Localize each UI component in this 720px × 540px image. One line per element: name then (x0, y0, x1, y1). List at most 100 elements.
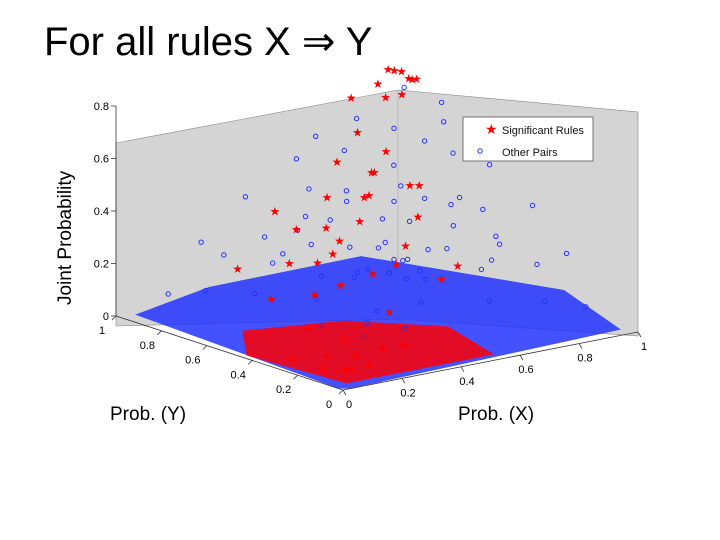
other-pair-point (444, 245, 450, 252)
significant-rule-point: ★ (284, 257, 295, 271)
y-tick-mark (157, 330, 162, 336)
z-tick-label: 0.8 (94, 101, 109, 113)
points-group: ★★★★★★★★★★★★★★★★★★★★★★★★★★★★★★★★★★★★★★★★… (165, 62, 589, 377)
significant-rule-point: ★ (352, 125, 363, 139)
other-pair-point (313, 133, 319, 140)
other-pair-point (438, 99, 445, 106)
other-pair-point (353, 115, 360, 122)
significant-rule-point: ★ (407, 72, 418, 86)
z-tick-label: 0.4 (94, 206, 109, 218)
other-pair-point (293, 156, 300, 162)
other-pair-point (386, 270, 392, 276)
other-pair-point (327, 217, 333, 223)
z-tick-label: 0.2 (94, 259, 109, 271)
other-pair-point (425, 246, 431, 253)
x-tick-label: 0 (346, 399, 352, 411)
y-tick-label: 1 (99, 325, 105, 337)
other-pair-point (391, 162, 397, 168)
x-tick-mark (342, 389, 347, 396)
legend-label-significant: Significant Rules (502, 125, 584, 137)
significant-rule-point: ★ (391, 258, 402, 272)
significant-rule-point: ★ (354, 215, 365, 229)
significant-rule-point: ★ (384, 305, 395, 319)
other-pair-point (375, 245, 382, 251)
y-axis-line (115, 315, 344, 391)
significant-rule-point: ★ (405, 179, 416, 193)
other-pair-point (441, 119, 447, 125)
x-tick-mark (519, 354, 524, 361)
significant-rule-point: ★ (377, 342, 388, 356)
significant-rule-point: ★ (389, 63, 400, 77)
other-pair-point (198, 239, 204, 245)
other-pair-point (534, 261, 540, 268)
significant-rule-point: ★ (411, 72, 422, 86)
y-tick-label: 0.4 (231, 369, 246, 381)
other-pair-point (404, 256, 411, 262)
x-tick-label: 0.6 (518, 364, 533, 376)
other-pair-point (379, 216, 386, 222)
other-pair-point (488, 257, 495, 263)
other-pair-point (374, 308, 380, 314)
x-tick-label: 0.8 (577, 353, 592, 365)
other-pair-point (347, 244, 353, 250)
other-pair-point (403, 276, 410, 282)
y-tick-mark (111, 315, 117, 321)
significant-rule-point: ★ (369, 165, 380, 179)
other-pair-point (421, 138, 428, 144)
significant-rule-point: ★ (381, 145, 392, 159)
other-pair-point (202, 287, 209, 294)
other-pair-point (418, 299, 424, 305)
other-pair-point (486, 162, 493, 168)
x-tick-label: 0.4 (459, 376, 474, 388)
y-axis-label: Prob. (Y) (110, 404, 187, 425)
other-pair-point (280, 251, 286, 257)
y-tick-mark (293, 374, 298, 380)
significant-rule-point: ★ (291, 223, 302, 237)
axes-group: 0 0.2 0.4 0.6 0.8 1 0 0.2 0.4 0.6 0.8 1 0 0.2 0.4 0.6 0.… (94, 101, 647, 411)
y-tick-label: 0.8 (140, 340, 155, 352)
significant-rule-point: ★ (232, 262, 243, 276)
x-tick-mark (460, 366, 465, 373)
significant-rule-point: ★ (366, 165, 377, 179)
other-pair-point (242, 194, 249, 200)
significant-rule-point: ★ (321, 221, 332, 235)
other-pair-point (318, 322, 325, 329)
x-tick-label: 0.2 (400, 387, 415, 399)
other-pair-point (365, 266, 371, 272)
other-pair-point (382, 239, 388, 246)
significant-rule-point: ★ (383, 62, 394, 76)
x-tick-mark (401, 378, 406, 384)
other-pair-point (343, 198, 350, 205)
significant-rule-point: ★ (359, 190, 370, 204)
other-pair-point (391, 125, 397, 132)
significant-rule-point: ★ (350, 349, 361, 363)
other-pair-point (450, 150, 456, 156)
significant-rule-point: ★ (400, 239, 411, 253)
red-point-mass (242, 320, 494, 384)
significant-rule-point: ★ (452, 259, 463, 273)
significant-rule-point: ★ (414, 179, 425, 193)
z-tick-label: 0.6 (94, 154, 109, 166)
significant-rule-point: ★ (380, 91, 391, 105)
other-pair-point (400, 258, 406, 264)
other-pair-point (478, 266, 485, 273)
other-pair-point (406, 218, 413, 225)
y-tick-label: 0.2 (276, 384, 291, 396)
x-tick-label: 1 (641, 341, 647, 353)
other-pair-point (306, 186, 312, 192)
significant-rule-point: ★ (327, 247, 338, 261)
significant-rule-point: ★ (346, 91, 357, 105)
other-pair-point (318, 273, 325, 280)
y-tick-mark (338, 389, 344, 395)
other-pair-point (583, 304, 589, 310)
y-tick-mark (247, 360, 253, 365)
significant-rule-point: ★ (372, 77, 383, 91)
significant-rule-point: ★ (397, 87, 408, 101)
significant-rule-point: ★ (436, 273, 447, 287)
significant-rule-point: ★ (332, 155, 343, 169)
other-pair-point (480, 206, 486, 213)
x-axis-line (342, 331, 639, 391)
legend-star-icon: ★ (485, 121, 498, 137)
y-tick-mark (202, 345, 208, 350)
significant-rule-point: ★ (309, 288, 320, 302)
